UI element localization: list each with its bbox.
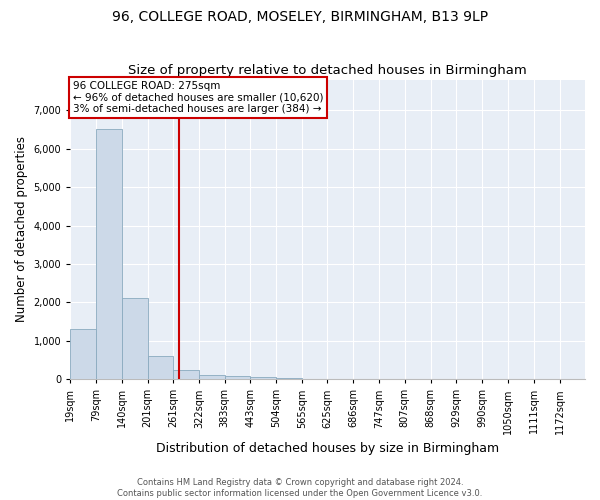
Bar [96,130,122,379]
X-axis label: Distribution of detached houses by size in Birmingham: Distribution of detached houses by size … [156,442,499,455]
Bar [70,329,96,379]
Title: Size of property relative to detached houses in Birmingham: Size of property relative to detached ho… [128,64,527,77]
Text: Contains HM Land Registry data © Crown copyright and database right 2024.
Contai: Contains HM Land Registry data © Crown c… [118,478,482,498]
Bar [225,376,250,379]
Text: 96, COLLEGE ROAD, MOSELEY, BIRMINGHAM, B13 9LP: 96, COLLEGE ROAD, MOSELEY, BIRMINGHAM, B… [112,10,488,24]
Text: 96 COLLEGE ROAD: 275sqm
← 96% of detached houses are smaller (10,620)
3% of semi: 96 COLLEGE ROAD: 275sqm ← 96% of detache… [73,81,323,114]
Bar [199,375,225,379]
Bar [276,378,302,379]
Bar [148,356,173,379]
Bar [122,298,148,379]
Bar [173,370,199,379]
Y-axis label: Number of detached properties: Number of detached properties [15,136,28,322]
Bar [250,378,276,379]
